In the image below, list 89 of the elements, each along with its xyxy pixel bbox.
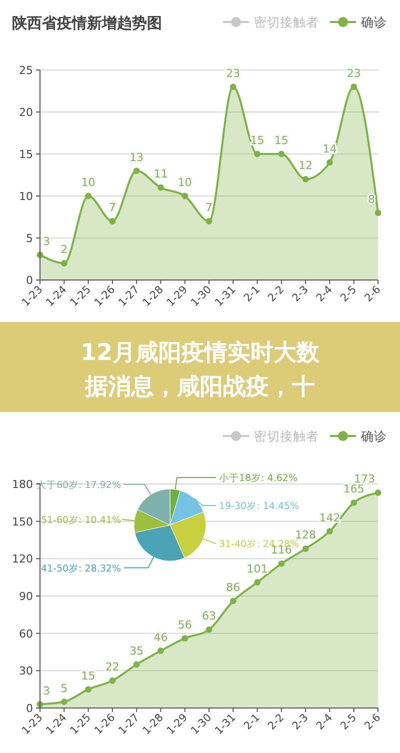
y-tick-label: 30	[19, 664, 33, 678]
point	[158, 648, 164, 654]
y-tick-label: 60	[19, 627, 33, 640]
data-label: 7	[206, 201, 212, 214]
point	[254, 150, 260, 158]
x-tick-label: 2-5	[338, 284, 359, 304]
data-label: 46	[154, 630, 168, 644]
slice-label: 51-60岁: 10.41%	[40, 514, 121, 526]
point	[133, 661, 140, 668]
y-tick-label: 20	[19, 106, 33, 119]
chart-title: 陕西省疫情新增趋势图	[12, 14, 162, 32]
point	[326, 528, 333, 534]
point	[133, 168, 140, 174]
point	[60, 260, 68, 266]
point	[158, 184, 164, 191]
y-tick-label: 0	[26, 702, 33, 715]
data-label: 56	[178, 618, 192, 632]
data-label: 22	[105, 660, 120, 674]
point	[182, 635, 188, 642]
x-tick-label: 2-3	[290, 284, 311, 304]
x-tick-label: 2-4	[314, 283, 336, 304]
data-label: 86	[226, 580, 240, 594]
y-tick-label: 5	[26, 232, 33, 245]
data-label: 23	[226, 66, 240, 80]
point	[278, 560, 285, 567]
data-label: 142	[319, 511, 340, 524]
y-tick-label: 0	[26, 274, 33, 287]
point	[182, 192, 188, 200]
point	[254, 579, 260, 586]
point	[374, 210, 382, 216]
y-tick-label: 10	[19, 190, 33, 203]
y-tick-label: 120	[12, 552, 33, 566]
legend-label: 确诊	[360, 428, 387, 444]
text: 12月咸阳疫情实时大数据消息，咸阳战疫，十	[80, 339, 320, 400]
data-label: 12	[298, 159, 313, 172]
data-label: 15	[250, 134, 264, 147]
data-label: 7	[108, 201, 116, 214]
point	[302, 546, 309, 552]
data-label: 15	[274, 134, 288, 147]
point	[85, 686, 92, 693]
x-tick-label: 2-6	[362, 283, 384, 304]
point	[278, 150, 285, 158]
x-tick-label: 2-2	[266, 712, 287, 732]
point	[350, 84, 358, 90]
legend-label: 密切接触者	[254, 428, 319, 444]
x-tick-label: 2-4	[314, 711, 336, 732]
point	[302, 176, 309, 182]
data-label: 3	[43, 684, 50, 698]
y-tick-label: 150	[12, 515, 33, 528]
data-label: 11	[154, 168, 168, 181]
point	[206, 626, 212, 633]
slice-label: 小于18岁: 4.62%	[219, 472, 298, 484]
data-label: 5	[60, 682, 68, 695]
data-label: 8	[368, 192, 375, 206]
point	[230, 598, 236, 604]
data-label: 15	[81, 669, 96, 682]
point	[326, 159, 333, 166]
slice-label: 19-30岁: 14.45%	[219, 500, 300, 512]
data-label: 3	[43, 234, 50, 248]
point	[206, 218, 212, 224]
x-tick-label: 2-3	[290, 712, 311, 732]
data-label: 101	[246, 562, 268, 576]
legend-label: 密切接触者	[254, 14, 319, 30]
data-label: 2	[60, 243, 68, 256]
x-tick-label: 2-1	[242, 712, 262, 732]
y-tick-label: 90	[19, 590, 33, 603]
data-label: 10	[178, 176, 192, 189]
y-tick-label: 25	[19, 64, 33, 77]
data-label: 10	[81, 176, 96, 189]
y-tick-label: 15	[19, 148, 33, 161]
x-tick-label: 2-5	[338, 712, 359, 732]
point	[109, 677, 116, 684]
data-label: 63	[202, 610, 216, 623]
y-tick-label: 180	[12, 478, 33, 491]
data-label: 35	[130, 644, 144, 658]
point	[60, 698, 68, 705]
point	[230, 84, 236, 90]
point	[85, 192, 92, 200]
slice-label: 41-50岁: 28.32%	[40, 562, 121, 574]
data-label: 23	[346, 66, 361, 80]
legend-label: 确诊	[360, 14, 387, 30]
data-label: 13	[130, 150, 144, 164]
data-label: 128	[295, 528, 316, 542]
point	[350, 499, 358, 506]
point	[109, 218, 116, 224]
x-tick-label: 2-6	[362, 711, 384, 732]
x-tick-label: 2-1	[242, 284, 262, 304]
x-tick-label: 2-2	[266, 284, 287, 304]
point	[374, 490, 382, 496]
